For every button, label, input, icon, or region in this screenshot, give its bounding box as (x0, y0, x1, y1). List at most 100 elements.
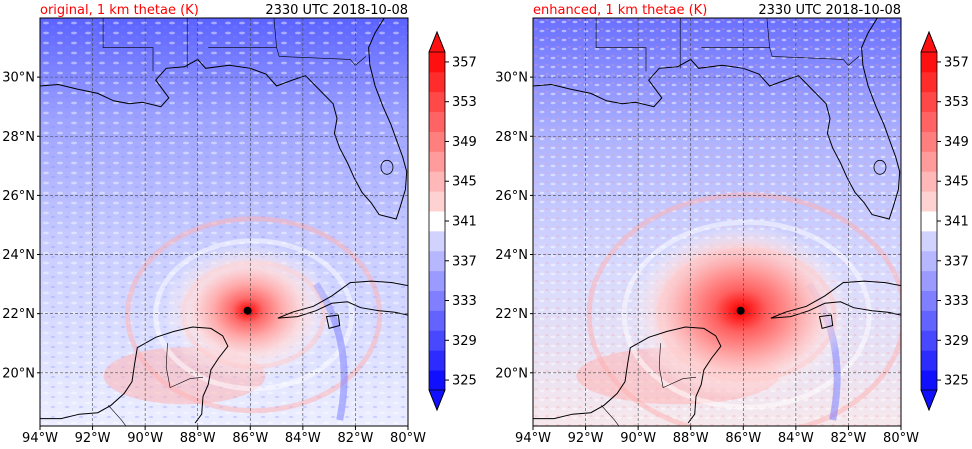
colorbar-bin (429, 250, 445, 272)
state-border (102, 18, 154, 72)
lon-tick-label: 84°W (285, 431, 321, 446)
lon-tick-label: 86°W (232, 431, 268, 446)
colorbar-tick-label: 353 (452, 95, 477, 110)
colorbar-extend-low (920, 389, 938, 412)
colorbar-bin (921, 230, 937, 252)
lat-tick-label: 28°N (2, 130, 35, 145)
colorbar-bin (921, 131, 937, 152)
coastline-yuc (40, 326, 229, 424)
colorbar-bin (921, 250, 937, 272)
colorbar-bin (921, 350, 937, 371)
lake-okeechobee (380, 159, 394, 175)
lon-tick-label: 88°W (673, 431, 709, 446)
coastline-cubaS (277, 301, 408, 319)
colorbar-bin (429, 151, 445, 172)
storm-center-marker (736, 306, 745, 315)
colorbar-bin (921, 71, 937, 93)
panel-timestamp-enhanced: 2330 UTC 2018-10-08 (758, 3, 901, 18)
colorbar-bin (429, 330, 445, 351)
lat-tick-label: 26°N (495, 189, 528, 204)
colorbar-extend-high (920, 30, 938, 53)
colorbar-bin (921, 370, 937, 391)
colorbar-original: 325 329 333 337 341 345 349 353 357 (428, 30, 477, 412)
coastline-cuba (770, 280, 901, 319)
coastline-gulf (40, 18, 408, 220)
map-frame (532, 17, 902, 427)
lake-okeechobee (873, 159, 887, 175)
colorbar-tick-label: 325 (944, 374, 969, 389)
colorbar-bin (921, 171, 937, 192)
lon-tick-label: 92°W (568, 431, 604, 446)
state-border (276, 47, 367, 66)
spiral-band (621, 219, 872, 410)
colorbar-tick-label: 341 (944, 215, 969, 230)
colorbar-bin (429, 191, 445, 212)
colorbar-tick-label: 345 (452, 175, 477, 190)
colorbar-bin (921, 151, 937, 172)
colorbar-tick-label: 353 (944, 95, 969, 110)
lat-tick-label: 20°N (2, 366, 35, 381)
coastline-isle (818, 314, 834, 330)
colorbar-tick-label: 349 (452, 135, 477, 150)
lat-tick-label: 28°N (495, 130, 528, 145)
storm-center-marker (243, 306, 252, 315)
coastline-isle (325, 314, 341, 330)
spiral-band (125, 216, 383, 414)
lon-tick-label: 80°W (883, 431, 919, 446)
coastline-cubaS (770, 301, 901, 319)
colorbar-extend-high (428, 30, 446, 53)
colorbar-bin (921, 91, 937, 113)
panel-title-enhanced: enhanced, 1 km thetae (K) (533, 3, 707, 18)
border-yucBorder2 (108, 405, 127, 426)
spiral-band (586, 192, 901, 426)
colorbar-tick-label: 333 (944, 294, 969, 309)
panel-timestamp-original: 2330 UTC 2018-10-08 (265, 3, 408, 18)
lon-tick-label: 92°W (75, 431, 111, 446)
colorbar-extend-low (428, 389, 446, 412)
lon-tick-label: 80°W (390, 431, 426, 446)
colorbar-bin (429, 290, 445, 311)
border-yucBorder (165, 343, 204, 389)
colorbar-bin (921, 290, 937, 311)
lon-tick-label: 94°W (515, 431, 551, 446)
colorbar-bin (429, 310, 445, 331)
state-border (769, 47, 860, 66)
lat-tick-label: 30°N (2, 71, 35, 86)
coastline-cuba (277, 280, 408, 319)
colorbar-enhanced: 325 329 333 337 341 345 349 353 357 (920, 30, 969, 412)
lon-tick-label: 94°W (22, 431, 58, 446)
colorbar-bin (429, 270, 445, 291)
lon-tick-label: 82°W (830, 431, 866, 446)
colorbar-tick-label: 357 (944, 55, 969, 70)
colorbar-bin (429, 91, 445, 113)
coastline-gulf (533, 18, 901, 220)
lat-tick-label: 20°N (495, 366, 528, 381)
lon-tick-label: 90°W (127, 431, 163, 446)
colorbar-tick-label: 341 (452, 215, 477, 230)
lon-tick-label: 82°W (337, 431, 373, 446)
lon-tick-label: 90°W (620, 431, 656, 446)
colorbar-bin (429, 350, 445, 371)
colorbar-outline (920, 30, 938, 412)
colorbar-tick-label: 333 (452, 294, 477, 309)
colorbar-tick-label: 337 (944, 254, 969, 269)
lon-tick-label: 88°W (180, 431, 216, 446)
colorbar-bin (429, 71, 445, 93)
colorbar-bin (429, 52, 445, 73)
spiral-band (153, 238, 355, 392)
lon-tick-label: 86°W (725, 431, 761, 446)
colorbar-tick-label: 337 (452, 254, 477, 269)
lon-tick-label: 84°W (778, 431, 814, 446)
colorbar-tick-label: 329 (944, 334, 969, 349)
panel-title-original: original, 1 km thetae (K) (40, 3, 199, 18)
lat-tick-label: 22°N (2, 307, 35, 322)
map-frame (39, 17, 409, 427)
colorbar-bin (429, 171, 445, 192)
colorbar-tick-label: 345 (944, 175, 969, 190)
lat-tick-label: 24°N (495, 248, 528, 263)
colorbar-bin (921, 111, 937, 132)
colorbar-bin (921, 211, 937, 232)
colorbar-bin (921, 270, 937, 291)
colorbar-bin (429, 111, 445, 132)
